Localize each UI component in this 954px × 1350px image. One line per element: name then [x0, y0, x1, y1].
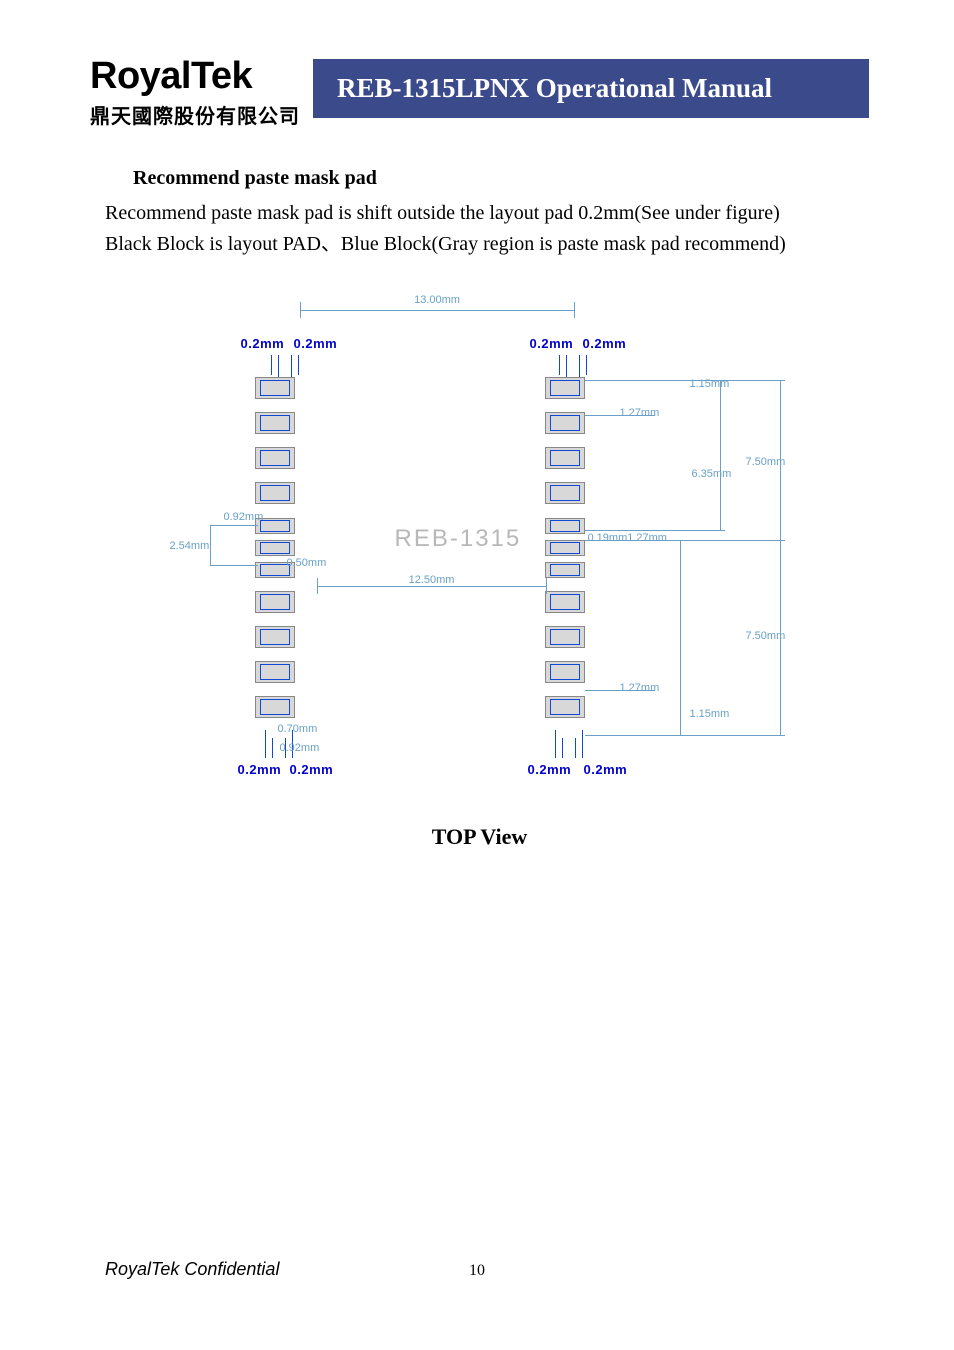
offset-br-left: 0.2mm — [528, 762, 572, 777]
figure-caption: TOP View — [105, 824, 854, 850]
ann-r-635: 6.35mm — [692, 468, 732, 480]
page-header: RoyalTek 鼎天國際股份有限公司 REB-1315LPNX Operati… — [0, 0, 954, 129]
ann-r-750-top: 7.50mm — [746, 456, 786, 468]
dim-mid-label: 12.50mm — [405, 574, 459, 586]
pad-column-right — [550, 380, 602, 734]
tick-br2 — [572, 730, 586, 760]
ext-lv-1 — [210, 525, 211, 565]
dim-top-label: 13.00mm — [410, 294, 464, 306]
document-title-bar: REB-1315LPNX Operational Manual — [313, 59, 869, 118]
ext-h-top — [585, 380, 785, 381]
offset-tl-right: 0.2mm — [294, 336, 338, 351]
ext-v-2 — [780, 380, 781, 735]
diagram-container: 13.00mm 0.2mm 0.2mm 0.2mm 0.2mm 0.2mm 0.… — [105, 300, 854, 790]
ann-l-092-top: 0.92mm — [224, 511, 264, 523]
ann-r-750-bot: 7.50mm — [746, 630, 786, 642]
offset-bl-right: 0.2mm — [290, 762, 334, 777]
ann-r-019-127: 0.19mm1.27mm — [588, 532, 667, 544]
ext-v-1 — [720, 380, 721, 530]
ann-r-127-top: 1.27mm — [620, 407, 660, 419]
body-line-1: Recommend paste mask pad is shift outsid… — [105, 198, 854, 229]
ann-r-115-top: 1.15mm — [690, 378, 730, 390]
ann-l-050: 0.50mm — [287, 557, 327, 569]
ext-h-bot — [585, 735, 785, 736]
section-heading: Recommend paste mask pad — [133, 167, 854, 190]
ext-lh-2 — [210, 565, 258, 566]
footer-confidential: RoyalTek Confidential — [105, 1259, 279, 1280]
body-line-2: Black Block is layout PAD、Blue Block(Gra… — [105, 229, 854, 260]
offset-br-right: 0.2mm — [584, 762, 628, 777]
logo-block: RoyalTek 鼎天國際股份有限公司 — [90, 55, 305, 129]
ext-v-3 — [680, 540, 681, 735]
logo-sub: 鼎天國際股份有限公司 — [90, 100, 305, 129]
tick-br — [552, 730, 566, 760]
logo-main: RoyalTek — [90, 55, 305, 98]
ann-r-127-bot: 1.27mm — [620, 682, 660, 694]
dim-mid-width: 12.50mm — [317, 578, 547, 594]
footer-page-number: 10 — [469, 1262, 485, 1280]
ann-l-254: 2.54mm — [170, 540, 210, 552]
offset-tl-left: 0.2mm — [241, 336, 285, 351]
content-area: Recommend paste mask pad Recommend paste… — [0, 129, 954, 850]
offset-tr-left: 0.2mm — [530, 336, 574, 351]
offset-bl-left: 0.2mm — [238, 762, 282, 777]
center-part-label: REB-1315 — [395, 525, 522, 553]
pad-layout-diagram: 13.00mm 0.2mm 0.2mm 0.2mm 0.2mm 0.2mm 0.… — [160, 300, 800, 790]
offset-tr-right: 0.2mm — [583, 336, 627, 351]
dim-top-width: 13.00mm — [300, 300, 575, 320]
ext-lh-1 — [210, 525, 258, 526]
ann-l-092-bot: 0.92mm — [280, 742, 320, 754]
ann-l-070: 0.70mm — [278, 723, 318, 735]
tick-bl — [262, 730, 276, 760]
ann-r-115-bot: 1.15mm — [690, 708, 730, 720]
ext-h-2 — [585, 530, 725, 531]
